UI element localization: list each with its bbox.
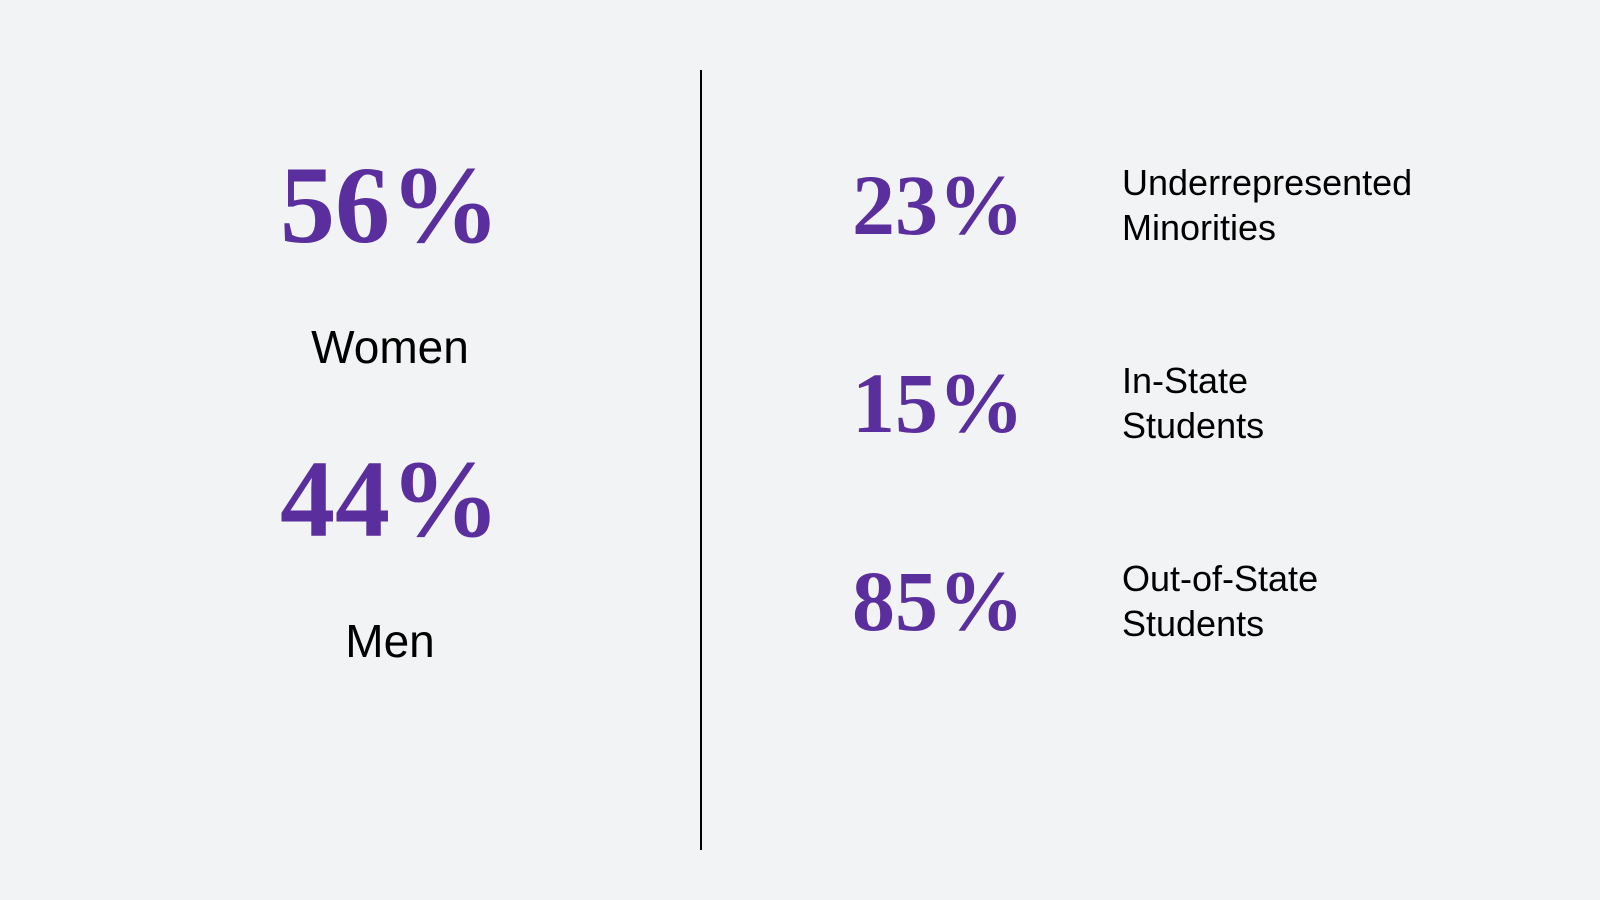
- stat-underrepresented: 23% Underrepresented Minorities: [852, 160, 1520, 250]
- stat-instate-percent: 15%: [852, 360, 1112, 446]
- stat-instate: 15% In-State Students: [852, 358, 1520, 448]
- stat-outofstate-label: Out-of-State Students: [1122, 556, 1318, 646]
- stats-infographic: 56% Women 44% Men 23% Underrepresented M…: [0, 0, 1600, 900]
- left-panel: 56% Women 44% Men: [80, 60, 700, 820]
- stat-outofstate: 85% Out-of-State Students: [852, 556, 1520, 646]
- stat-women: 56% Women: [280, 150, 500, 374]
- stat-underrepresented-label: Underrepresented Minorities: [1122, 160, 1412, 250]
- stat-women-label: Women: [311, 320, 469, 374]
- stat-underrepresented-percent: 23%: [852, 162, 1112, 248]
- stat-men-label: Men: [345, 614, 434, 668]
- stat-men: 44% Men: [280, 444, 500, 668]
- stat-women-percent: 56%: [280, 150, 500, 260]
- stat-instate-label: In-State Students: [1122, 358, 1264, 448]
- right-panel: 23% Underrepresented Minorities 15% In-S…: [702, 60, 1520, 820]
- stat-men-percent: 44%: [280, 444, 500, 554]
- stat-outofstate-percent: 85%: [852, 558, 1112, 644]
